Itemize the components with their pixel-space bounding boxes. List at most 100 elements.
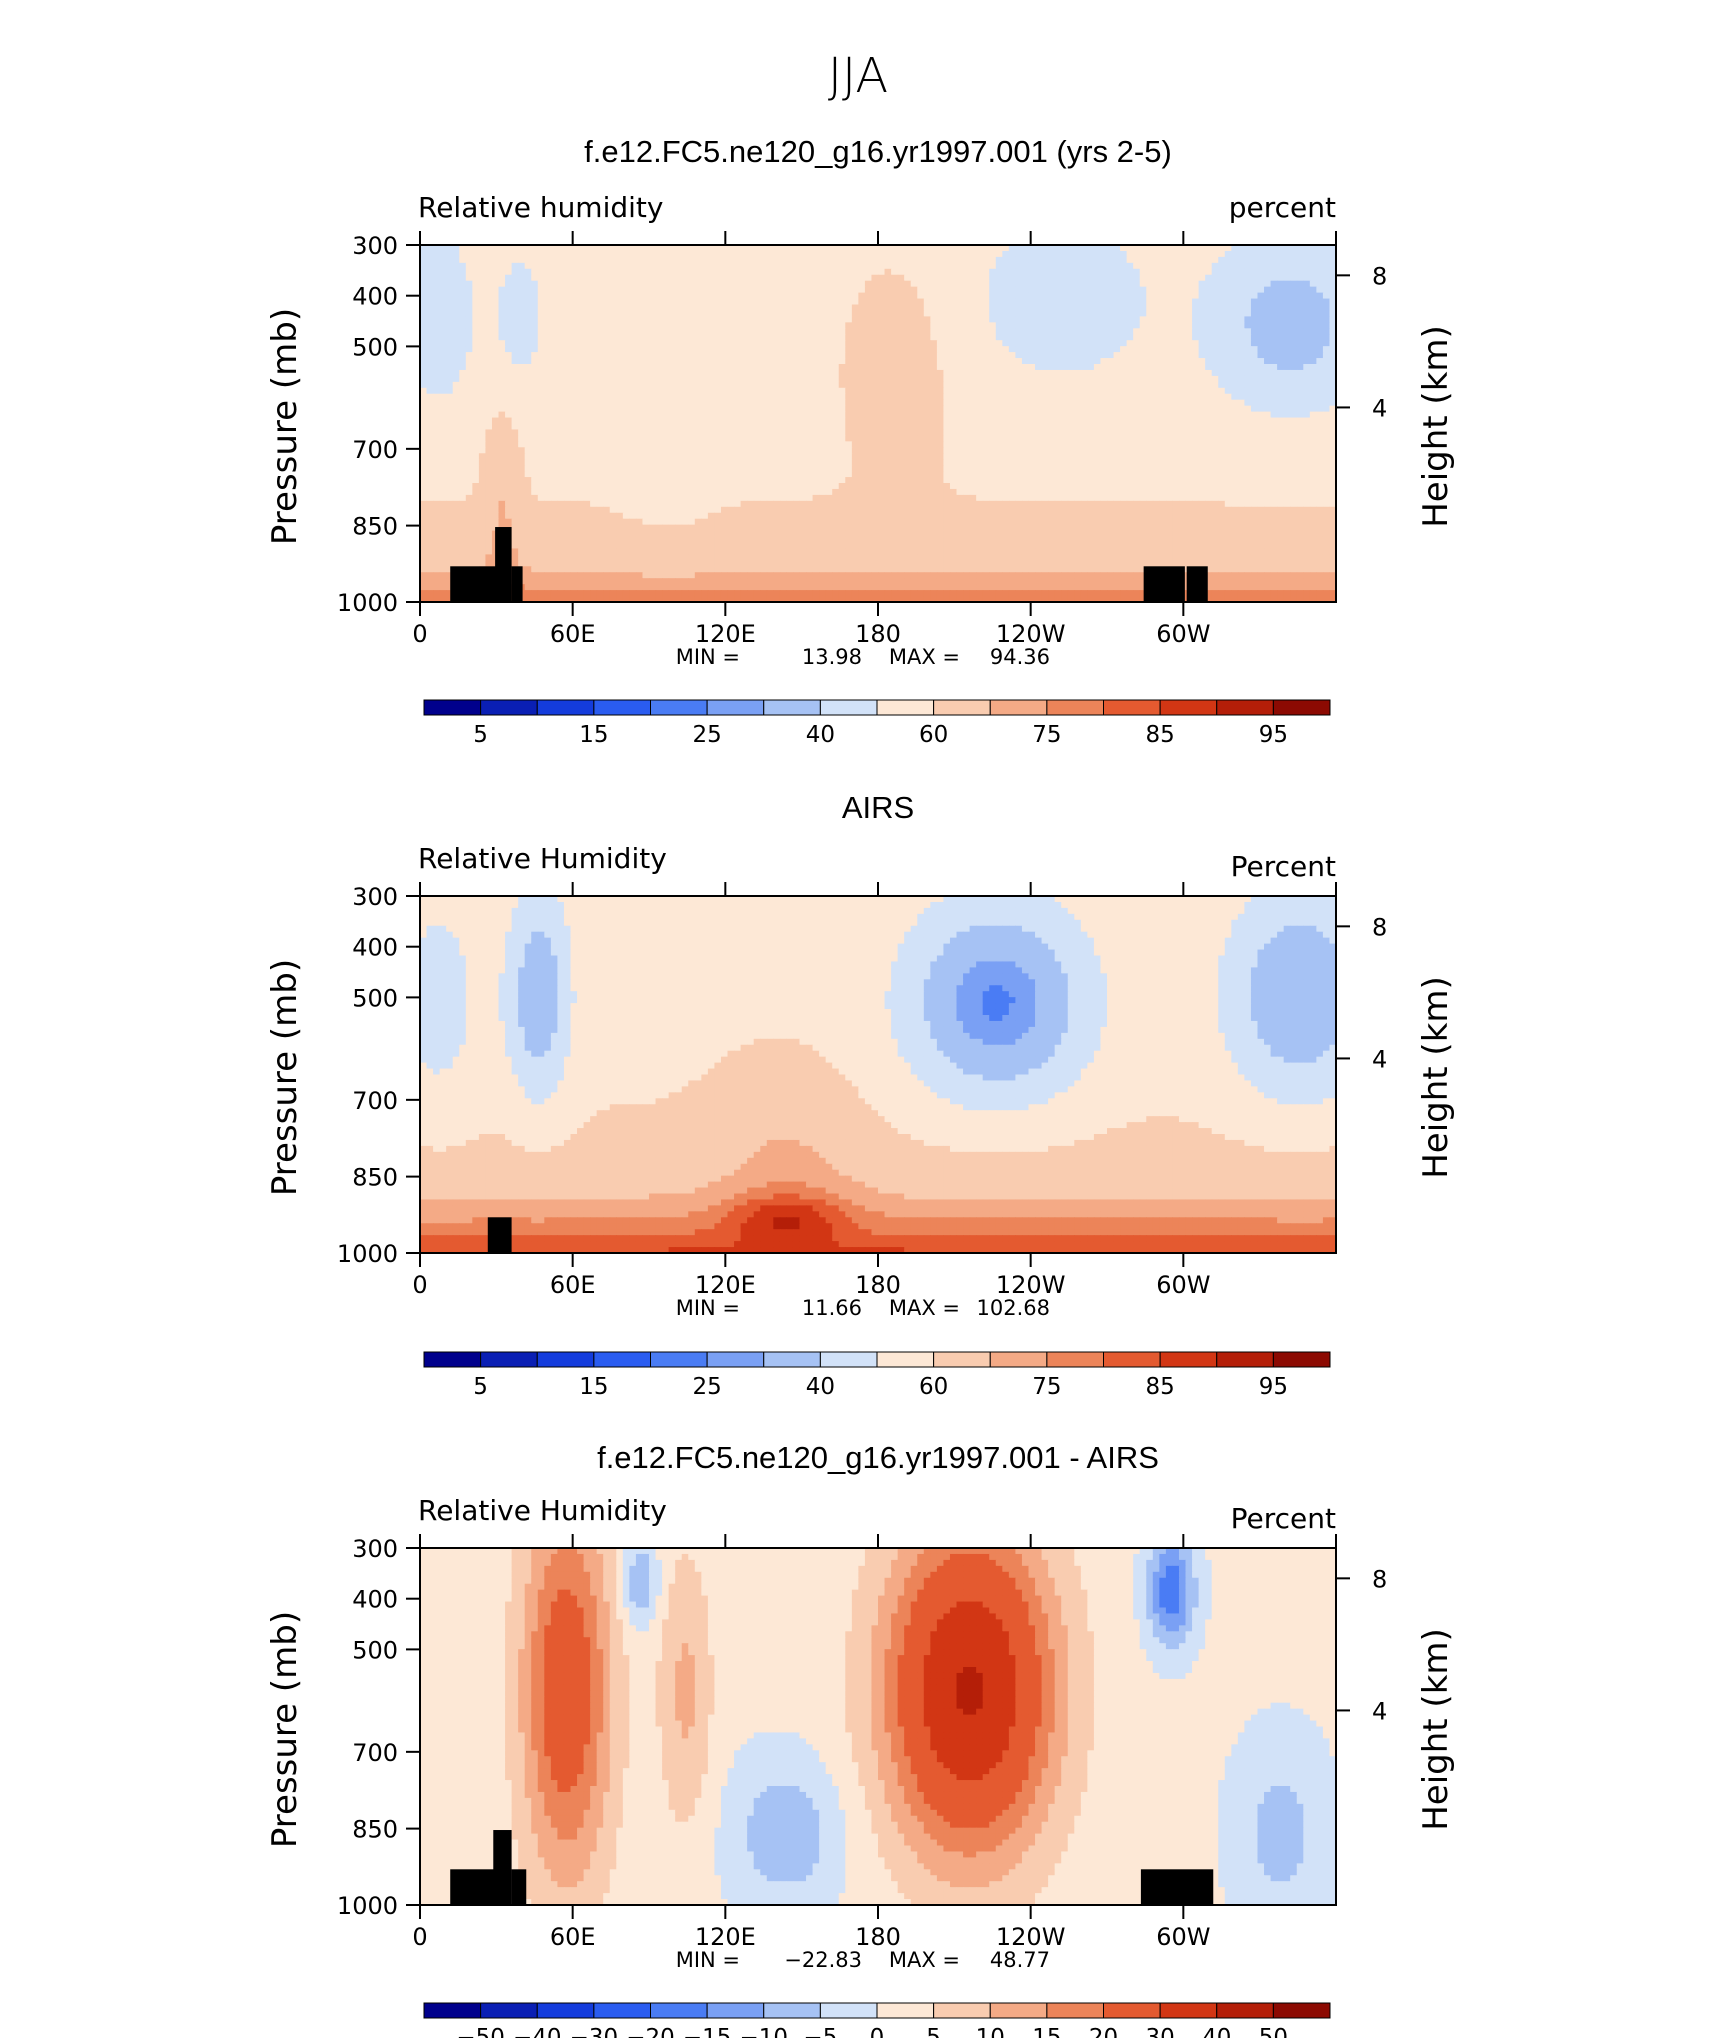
field-cell bbox=[512, 429, 519, 436]
field-cell bbox=[472, 251, 479, 258]
field-cell bbox=[1087, 435, 1094, 442]
field-cell bbox=[1107, 447, 1114, 454]
field-cell bbox=[852, 346, 859, 353]
field-cell bbox=[871, 453, 878, 460]
field-cell bbox=[1127, 287, 1134, 294]
field-cell bbox=[793, 334, 800, 341]
field-cell bbox=[675, 441, 682, 448]
field-cell bbox=[1218, 287, 1225, 294]
field-cell bbox=[525, 269, 532, 276]
field-cell bbox=[1061, 251, 1068, 258]
field-cell bbox=[957, 310, 964, 317]
field-cell bbox=[806, 257, 813, 264]
field-cell bbox=[505, 429, 512, 436]
field-cell bbox=[1257, 388, 1264, 395]
field-cell bbox=[937, 257, 944, 264]
field-cell bbox=[708, 340, 715, 347]
field-cell bbox=[773, 406, 780, 413]
field-cell bbox=[871, 376, 878, 383]
field-cell bbox=[957, 376, 964, 383]
field-cell bbox=[577, 400, 584, 407]
field-cell bbox=[603, 269, 610, 276]
field-cell bbox=[1009, 257, 1016, 264]
field-cell bbox=[1218, 388, 1225, 395]
field-cell bbox=[708, 328, 715, 335]
field-cell bbox=[721, 453, 728, 460]
field-cell bbox=[570, 269, 577, 276]
field-cell bbox=[1284, 441, 1291, 448]
field-cell bbox=[845, 424, 852, 431]
field-cell bbox=[773, 257, 780, 264]
field-cell bbox=[1100, 305, 1107, 312]
field-cell bbox=[898, 441, 905, 448]
field-cell bbox=[1218, 281, 1225, 288]
field-cell bbox=[741, 418, 748, 425]
field-cell bbox=[518, 287, 525, 294]
field-cell bbox=[603, 406, 610, 413]
field-cell bbox=[1179, 328, 1186, 335]
field-cell bbox=[786, 418, 793, 425]
field-cell bbox=[1166, 406, 1173, 413]
field-cell bbox=[649, 287, 656, 294]
field-cell bbox=[839, 328, 846, 335]
field-cell bbox=[1061, 281, 1068, 288]
field-cell bbox=[1251, 447, 1258, 454]
field-cell bbox=[852, 376, 859, 383]
field-cell bbox=[459, 376, 466, 383]
field-cell bbox=[924, 406, 931, 413]
field-cell bbox=[420, 251, 427, 258]
field-cell bbox=[656, 441, 663, 448]
field-cell bbox=[1009, 281, 1016, 288]
field-cell bbox=[1140, 441, 1147, 448]
field-cell bbox=[1172, 447, 1179, 454]
field-cell bbox=[1310, 382, 1317, 389]
field-cell bbox=[747, 447, 754, 454]
field-cell bbox=[446, 334, 453, 341]
field-cell bbox=[937, 287, 944, 294]
field-cell bbox=[767, 412, 774, 419]
field-cell bbox=[1133, 358, 1140, 365]
field-cell bbox=[662, 334, 669, 341]
field-cell bbox=[891, 275, 898, 282]
field-cell bbox=[485, 418, 492, 425]
field-cell bbox=[1068, 370, 1075, 377]
field-cell bbox=[603, 376, 610, 383]
field-cell bbox=[871, 251, 878, 258]
field-cell bbox=[1179, 346, 1186, 353]
field-cell bbox=[669, 453, 676, 460]
field-cell bbox=[512, 310, 519, 317]
field-cell bbox=[976, 406, 983, 413]
field-cell bbox=[1159, 334, 1166, 341]
field-cell bbox=[518, 352, 525, 359]
field-cell bbox=[1251, 346, 1258, 353]
field-cell bbox=[1081, 334, 1088, 341]
field-cell bbox=[485, 281, 492, 288]
field-cell bbox=[1218, 424, 1225, 431]
field-cell bbox=[440, 424, 447, 431]
field-cell bbox=[754, 322, 761, 329]
field-cell bbox=[878, 299, 885, 306]
field-cell bbox=[590, 310, 597, 317]
field-cell bbox=[472, 346, 479, 353]
field-cell bbox=[708, 257, 715, 264]
field-cell bbox=[590, 257, 597, 264]
field-cell bbox=[557, 364, 564, 371]
field-cell bbox=[898, 305, 905, 312]
field-cell bbox=[845, 287, 852, 294]
field-cell bbox=[813, 358, 820, 365]
field-cell bbox=[865, 269, 872, 276]
field-cell bbox=[570, 299, 577, 306]
field-cell bbox=[544, 310, 551, 317]
field-cell bbox=[531, 328, 538, 335]
field-cell bbox=[852, 328, 859, 335]
field-cell bbox=[898, 299, 905, 306]
field-cell bbox=[642, 346, 649, 353]
field-cell bbox=[1015, 447, 1022, 454]
field-cell bbox=[610, 400, 617, 407]
field-cell bbox=[1002, 424, 1009, 431]
field-cell bbox=[603, 441, 610, 448]
field-cell bbox=[453, 394, 460, 401]
field-cell bbox=[1290, 441, 1297, 448]
field-cell bbox=[688, 441, 695, 448]
field-cell bbox=[675, 400, 682, 407]
